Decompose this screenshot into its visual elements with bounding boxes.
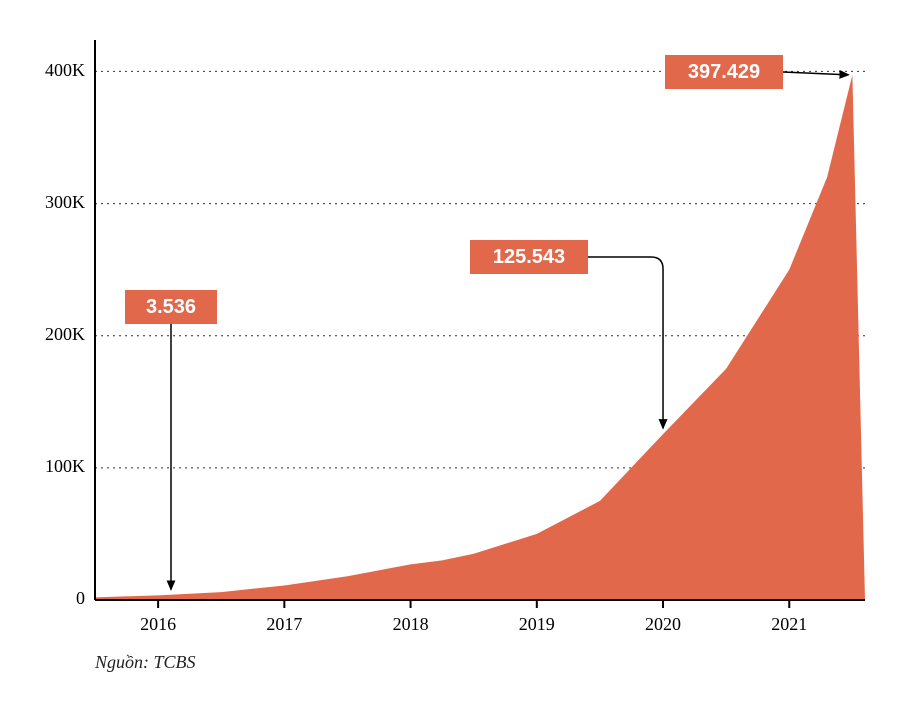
y-tick-label: 200K: [25, 324, 85, 345]
x-tick-label: 2019: [507, 614, 567, 635]
x-tick-label: 2021: [759, 614, 819, 635]
source-caption: Nguồn: TCBS: [95, 652, 196, 673]
y-tick-label: 400K: [25, 60, 85, 81]
x-tick-label: 2018: [381, 614, 441, 635]
y-tick-label: 100K: [25, 456, 85, 477]
callout-arrow: [588, 257, 663, 428]
y-tick-label: 300K: [25, 192, 85, 213]
callout-arrow: [783, 72, 848, 75]
callout-box: 397.429: [665, 55, 783, 89]
x-tick-label: 2020: [633, 614, 693, 635]
callout-box: 125.543: [470, 240, 588, 274]
area-chart: Nguồn: TCBS 0 100K 200K 300K 400K 2016 2017 201…: [0, 0, 921, 707]
plot-svg: [0, 0, 921, 707]
y-tick-label: 0: [25, 588, 85, 609]
area-series: [95, 75, 865, 600]
x-tick-label: 2017: [254, 614, 314, 635]
callout-box: 3.536: [125, 290, 217, 324]
x-tick-label: 2016: [128, 614, 188, 635]
